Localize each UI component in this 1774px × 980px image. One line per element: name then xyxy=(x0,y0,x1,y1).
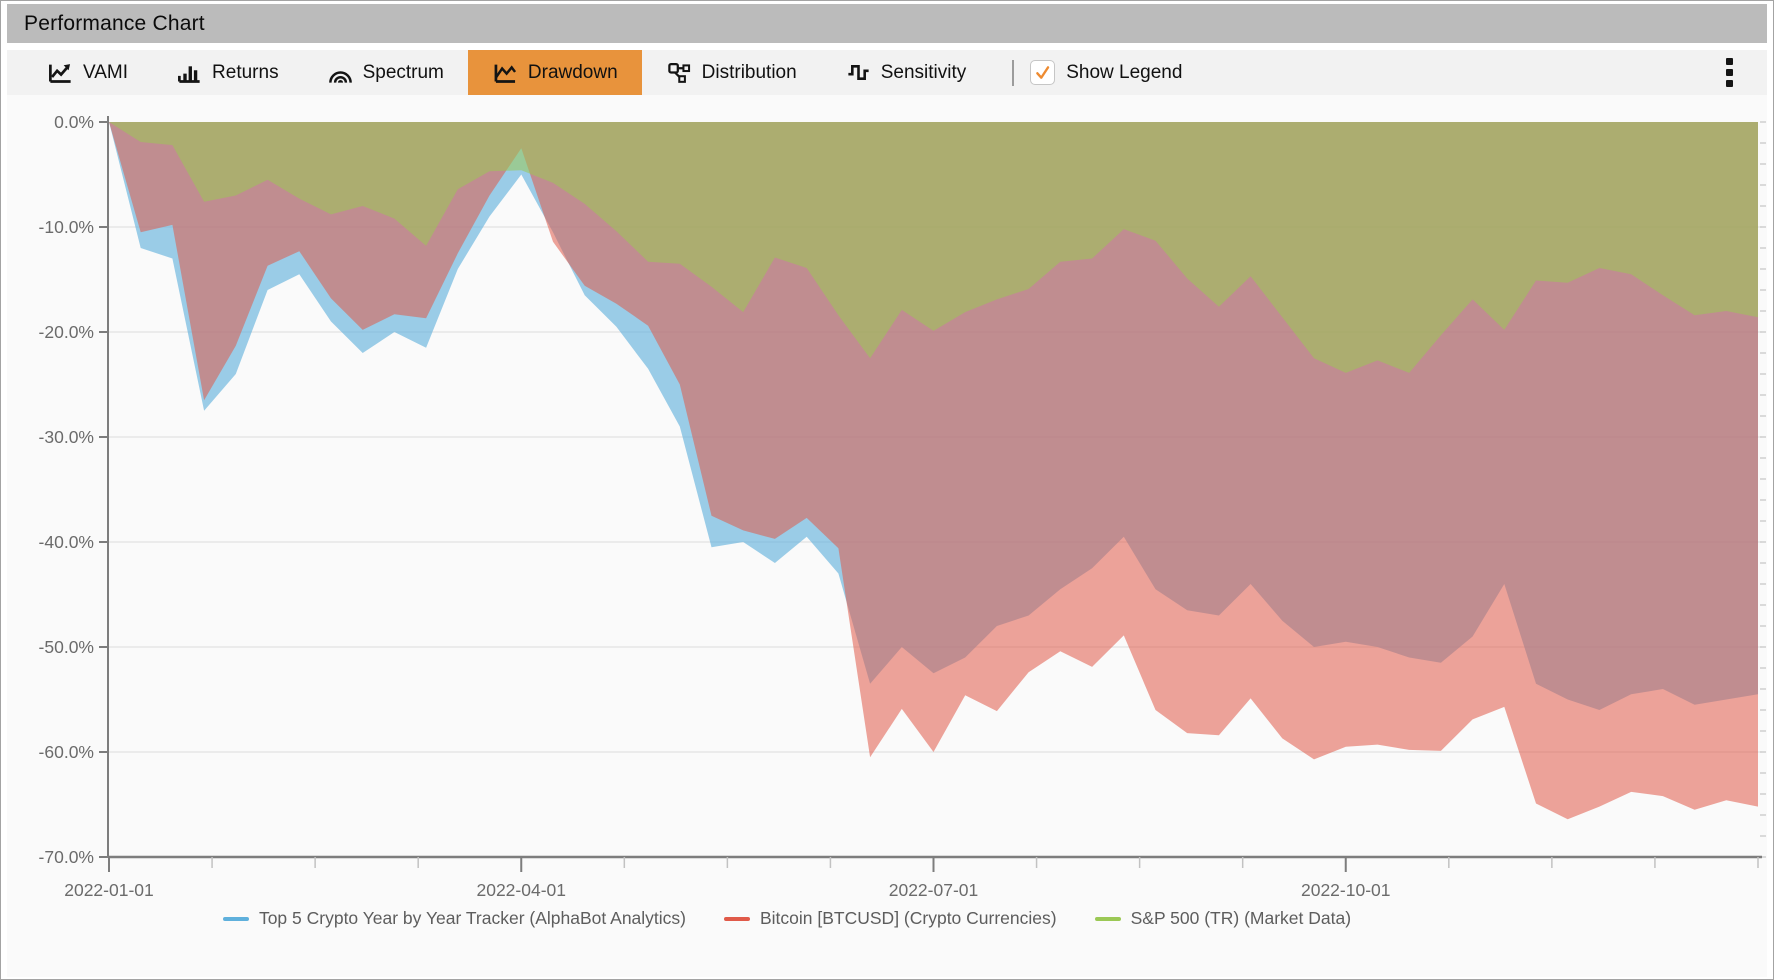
legend-item-sp500[interactable]: S&P 500 (TR) (Market Data) xyxy=(1094,908,1352,929)
svg-text:-50.0%: -50.0% xyxy=(39,637,94,657)
show-legend-label: Show Legend xyxy=(1066,61,1183,83)
pulse-wave-icon xyxy=(845,59,872,86)
spectrum-arcs-icon xyxy=(327,59,354,86)
window-title-bar: Performance Chart xyxy=(7,4,1767,43)
svg-text:2022-10-01: 2022-10-01 xyxy=(1301,880,1391,900)
tab-returns-label: Returns xyxy=(212,61,279,83)
drawdown-area-icon xyxy=(492,59,519,86)
svg-text:-40.0%: -40.0% xyxy=(39,532,94,552)
tab-sensitivity-label: Sensitivity xyxy=(880,61,967,83)
show-legend-checkbox[interactable] xyxy=(1030,60,1056,85)
tab-distribution[interactable]: Distribution xyxy=(642,50,821,95)
chart-legend: Top 5 Crypto Year by Year Tracker (Alpha… xyxy=(0,908,1574,929)
drawdown-chart[interactable]: 0.0% -10.0% -20.0% -30.0% -40.0% -50.0% -60.0%… xyxy=(0,94,1774,980)
legend-item-tracker[interactable]: Top 5 Crypto Year by Year Tracker (Alpha… xyxy=(222,908,686,929)
bar-chart-icon xyxy=(176,59,203,86)
svg-text:0.0%: 0.0% xyxy=(54,112,94,132)
tab-vami[interactable]: VAMI xyxy=(23,50,152,95)
tab-drawdown[interactable]: Drawdown xyxy=(467,50,642,95)
bitcoin-series-swatch xyxy=(724,916,750,921)
tracker-series-swatch xyxy=(222,916,249,921)
checkmark-icon xyxy=(1036,66,1050,79)
svg-text:-70.0%: -70.0% xyxy=(39,847,94,867)
chart-toolbar: VAMI Returns Spectrum xyxy=(7,50,1767,95)
distribution-nodes-icon xyxy=(666,59,693,86)
svg-text:2022-04-01: 2022-04-01 xyxy=(476,880,566,900)
tracker-series-label: Top 5 Crypto Year by Year Tracker (Alpha… xyxy=(258,908,686,928)
tab-vami-label: VAMI xyxy=(83,61,129,83)
line-chart-icon xyxy=(47,59,74,86)
kebab-menu-icon[interactable] xyxy=(1722,54,1737,91)
svg-text:2022-07-01: 2022-07-01 xyxy=(889,880,979,900)
toolbar-separator xyxy=(1012,59,1015,86)
tab-returns[interactable]: Returns xyxy=(152,50,303,95)
show-legend-toggle[interactable]: Show Legend xyxy=(1030,60,1182,85)
svg-text:-20.0%: -20.0% xyxy=(39,322,94,342)
legend-item-bitcoin[interactable]: Bitcoin [BTCUSD] (Crypto Currencies) xyxy=(724,908,1057,929)
tab-spectrum[interactable]: Spectrum xyxy=(303,50,468,95)
sp500-series-label: S&P 500 (TR) (Market Data) xyxy=(1130,908,1352,928)
svg-text:-60.0%: -60.0% xyxy=(39,742,94,762)
tab-sensitivity[interactable]: Sensitivity xyxy=(821,50,991,95)
sp500-series-swatch xyxy=(1094,916,1121,921)
svg-text:2022-01-01: 2022-01-01 xyxy=(64,880,154,900)
page-title: Performance Chart xyxy=(24,11,205,35)
svg-text:-30.0%: -30.0% xyxy=(39,427,94,447)
tab-distribution-label: Distribution xyxy=(701,61,797,83)
bitcoin-series-label: Bitcoin [BTCUSD] (Crypto Currencies) xyxy=(760,908,1057,928)
tab-spectrum-label: Spectrum xyxy=(362,61,444,83)
tab-drawdown-label: Drawdown xyxy=(527,61,618,83)
svg-text:-10.0%: -10.0% xyxy=(39,217,94,237)
